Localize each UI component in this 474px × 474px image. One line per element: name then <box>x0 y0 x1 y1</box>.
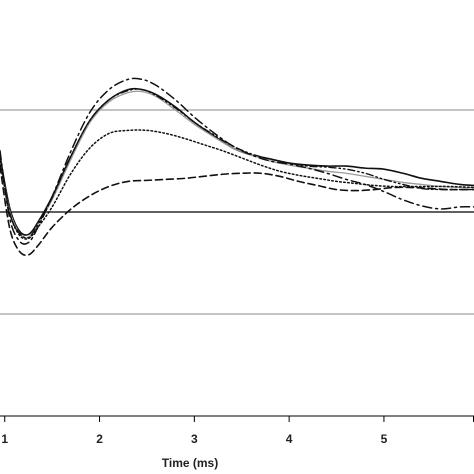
series-line-4-dash-dot-dot <box>0 88 474 239</box>
x-axis: 1 2 3 4 5 <box>0 415 474 446</box>
x-tick-label-1: 2 <box>96 432 103 446</box>
series-line-2-dash-dot <box>0 77 474 245</box>
x-tick-label-0: 1 <box>1 432 8 446</box>
x-tick-label-2: 3 <box>191 432 198 446</box>
series-line-1-solid-gray <box>0 90 474 239</box>
x-axis-title: Time (ms) <box>162 456 218 470</box>
x-tick-label-4: 5 <box>381 432 388 446</box>
series-line-3-dotted <box>0 129 474 240</box>
x-tick-label-3: 4 <box>286 432 293 446</box>
series-line-5-dashed <box>0 165 474 257</box>
series-line-0-solid <box>0 87 474 236</box>
series-lines <box>0 77 474 257</box>
gridlines <box>0 109 474 315</box>
